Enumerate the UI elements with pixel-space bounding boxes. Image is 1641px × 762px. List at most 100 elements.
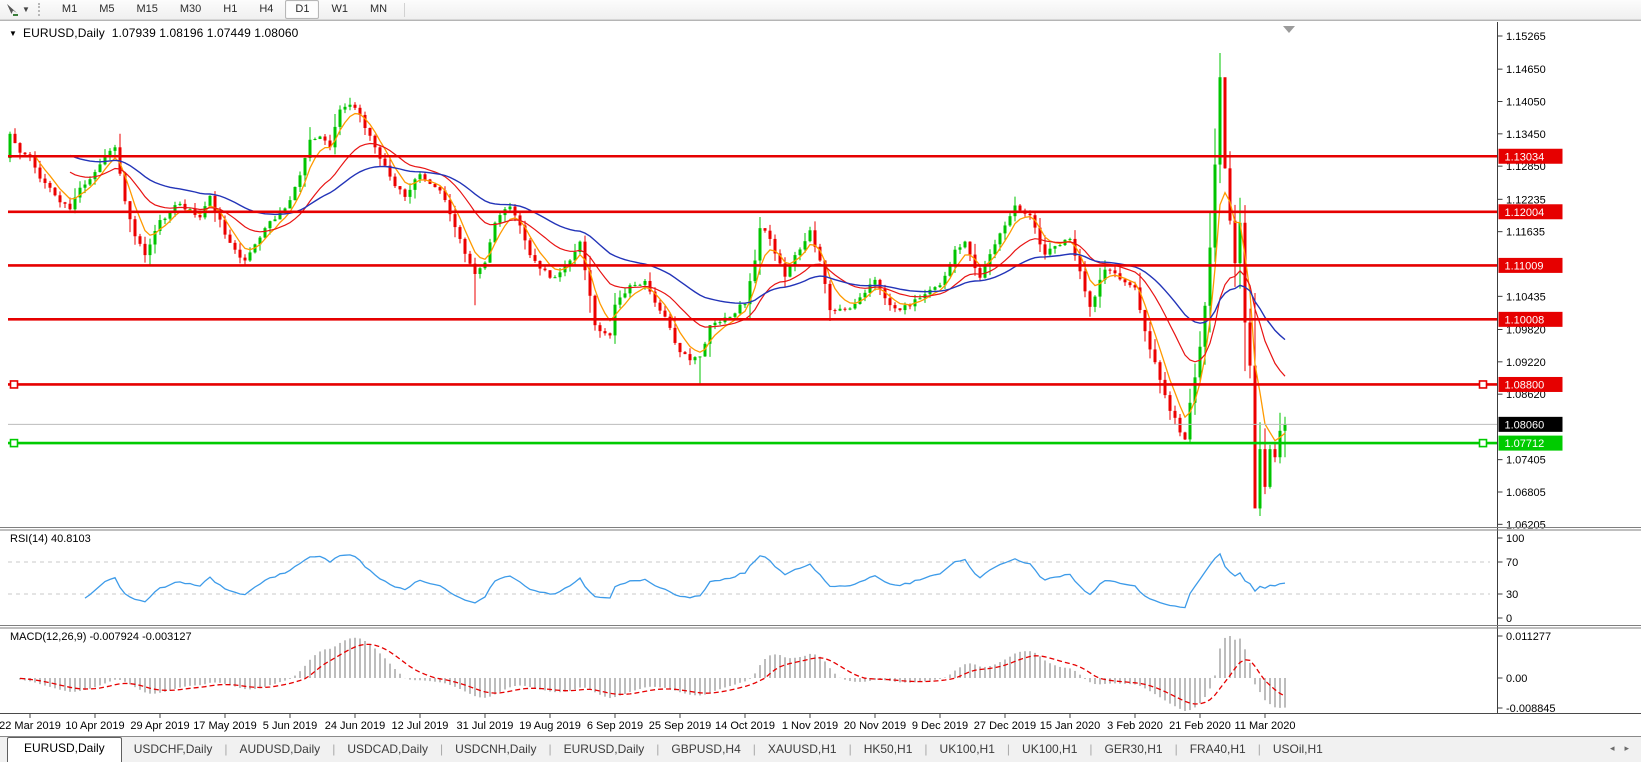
candle-body [233, 242, 237, 250]
date-tick-label: 20 Nov 2019 [844, 720, 906, 732]
candle-body [1038, 227, 1042, 245]
candle-body [88, 179, 92, 185]
candle-body [288, 200, 292, 209]
timeframe-button-h4[interactable]: H4 [259, 3, 274, 15]
candle-body [123, 173, 127, 202]
timeframe-button-m1[interactable]: M1 [61, 3, 78, 15]
candle-body [1188, 402, 1192, 440]
candle-body [438, 187, 442, 191]
line-drag-handle[interactable] [1478, 380, 1488, 389]
cursor-tool-icon[interactable] [3, 2, 21, 18]
candle-body [478, 268, 482, 274]
candle-body [1053, 246, 1057, 249]
candle-body [618, 297, 622, 305]
candle-body [323, 136, 327, 141]
candle-body [673, 327, 677, 343]
candle-body [653, 291, 657, 303]
chart-tab-8-hk50-h1[interactable]: HK50,H1 [863, 742, 913, 756]
candle-body [263, 228, 267, 238]
chart-tab-5-eurusd-daily[interactable]: EURUSD,Daily [563, 742, 645, 756]
tab-separator: | [752, 742, 756, 756]
chart-tab-13-usoil-h1[interactable]: USOil,H1 [1272, 742, 1323, 756]
candle-body [1043, 244, 1047, 255]
candle-body [678, 342, 682, 353]
candle-body [648, 280, 652, 292]
timeframe-button-m15[interactable]: M15 [136, 3, 158, 15]
date-tick-label: 14 Oct 2019 [715, 720, 775, 732]
candle-body [1098, 279, 1102, 297]
candle-body [1268, 449, 1272, 487]
timeframe-button-d1[interactable]: D1 [285, 0, 320, 19]
chart-tab-3-usdcad-daily[interactable]: USDCAD,Daily [347, 742, 428, 756]
candle-body [208, 195, 212, 207]
candle-body [863, 292, 867, 298]
date-tick-label: 19 Aug 2019 [519, 720, 581, 732]
candle-body [163, 218, 167, 221]
candle-body [578, 241, 582, 252]
candle-body [328, 140, 332, 148]
chart-tab-10-uk100-h1[interactable]: UK100,H1 [1022, 742, 1078, 756]
chevron-down-icon[interactable]: ▼ [22, 4, 30, 14]
tab-scroll-left-icon[interactable]: ◂ [1609, 743, 1615, 753]
chart-tab-12-fra40-h1[interactable]: FRA40,H1 [1189, 742, 1246, 756]
candle-body [283, 208, 287, 211]
time-scale-area[interactable] [0, 713, 1641, 735]
chart-tab-11-ger30-h1[interactable]: GER30,H1 [1104, 742, 1163, 756]
price-scale-area[interactable] [1498, 20, 1641, 713]
candle-body [378, 147, 382, 159]
price-tick-label: 1.14050 [1506, 96, 1546, 108]
candle-body [998, 233, 1002, 245]
rsi-tick-label: 0 [1506, 613, 1512, 625]
timeframe-button-h1[interactable]: H1 [223, 3, 238, 15]
candle-body [1263, 449, 1267, 487]
line-drag-handle[interactable] [9, 438, 19, 448]
candle-body [828, 283, 832, 311]
date-tick-label: 25 Sep 2019 [649, 720, 711, 732]
candle-body [453, 214, 457, 228]
candle-body [718, 322, 722, 324]
tab-scroll-arrows: ◂ ▸ [1610, 743, 1641, 762]
chart-tab-6-gbpusd-h4[interactable]: GBPUSD,H4 [671, 742, 741, 756]
candle-body [938, 285, 942, 288]
candle-body [113, 147, 117, 151]
candle-body [98, 164, 102, 173]
candle-body [1068, 238, 1072, 240]
moving-average-line-5 [34, 112, 1286, 442]
chart-tab-4-usdcnh-daily[interactable]: USDCNH,Daily [455, 742, 537, 756]
chart-tab-0-eurusd-daily[interactable]: EURUSD,Daily [7, 737, 122, 762]
rsi-tick-label: 100 [1506, 533, 1524, 545]
timeframe-button-m5[interactable]: M5 [99, 3, 115, 15]
line-drag-handle[interactable] [1478, 438, 1488, 448]
candle-body [1243, 222, 1247, 323]
candle-body [1228, 168, 1232, 221]
timeframe-toolbar: ▼ M1 M5 M15 M30 H1 H4 D1 W1 MN [0, 0, 1641, 20]
tab-scroll-right-icon[interactable]: ▸ [1624, 743, 1629, 753]
line-drag-handle[interactable] [9, 380, 19, 389]
tab-separator: | [440, 742, 444, 756]
chart-tab-7-xauusd-h1[interactable]: XAUUSD,H1 [767, 742, 837, 756]
candle-body [783, 263, 787, 277]
macd-label: MACD(12,26,9) -0.007924 -0.003127 [10, 631, 192, 643]
candle-body [573, 251, 577, 261]
toolbar-separator [404, 2, 406, 17]
chart-shift-marker-icon[interactable] [1283, 26, 1295, 33]
collapse-triangle-icon[interactable]: ▼ [9, 29, 18, 38]
chart-tab-2-audusd-daily[interactable]: AUDUSD,Daily [239, 742, 321, 756]
timeframe-button-mn[interactable]: MN [369, 3, 388, 15]
chart-tab-9-uk100-h1[interactable]: UK100,H1 [939, 742, 995, 756]
candle-body [668, 316, 672, 328]
chart-tab-1-usdchf-daily[interactable]: USDCHF,Daily [133, 742, 213, 756]
toolbar-drag-handle[interactable] [37, 3, 44, 16]
timeframe-button-m30[interactable]: M30 [179, 3, 202, 15]
candle-body [633, 284, 637, 286]
candle-body [293, 186, 297, 201]
candle-body [968, 241, 972, 255]
date-tick-label: 22 Mar 2019 [0, 720, 61, 732]
candle-body [153, 231, 157, 245]
candle-body [38, 167, 42, 179]
timeframe-button-w1[interactable]: W1 [331, 3, 348, 15]
tab-items: EURUSD,Daily USDCHF,Daily | AUDUSD,Daily | US… [7, 737, 1335, 762]
